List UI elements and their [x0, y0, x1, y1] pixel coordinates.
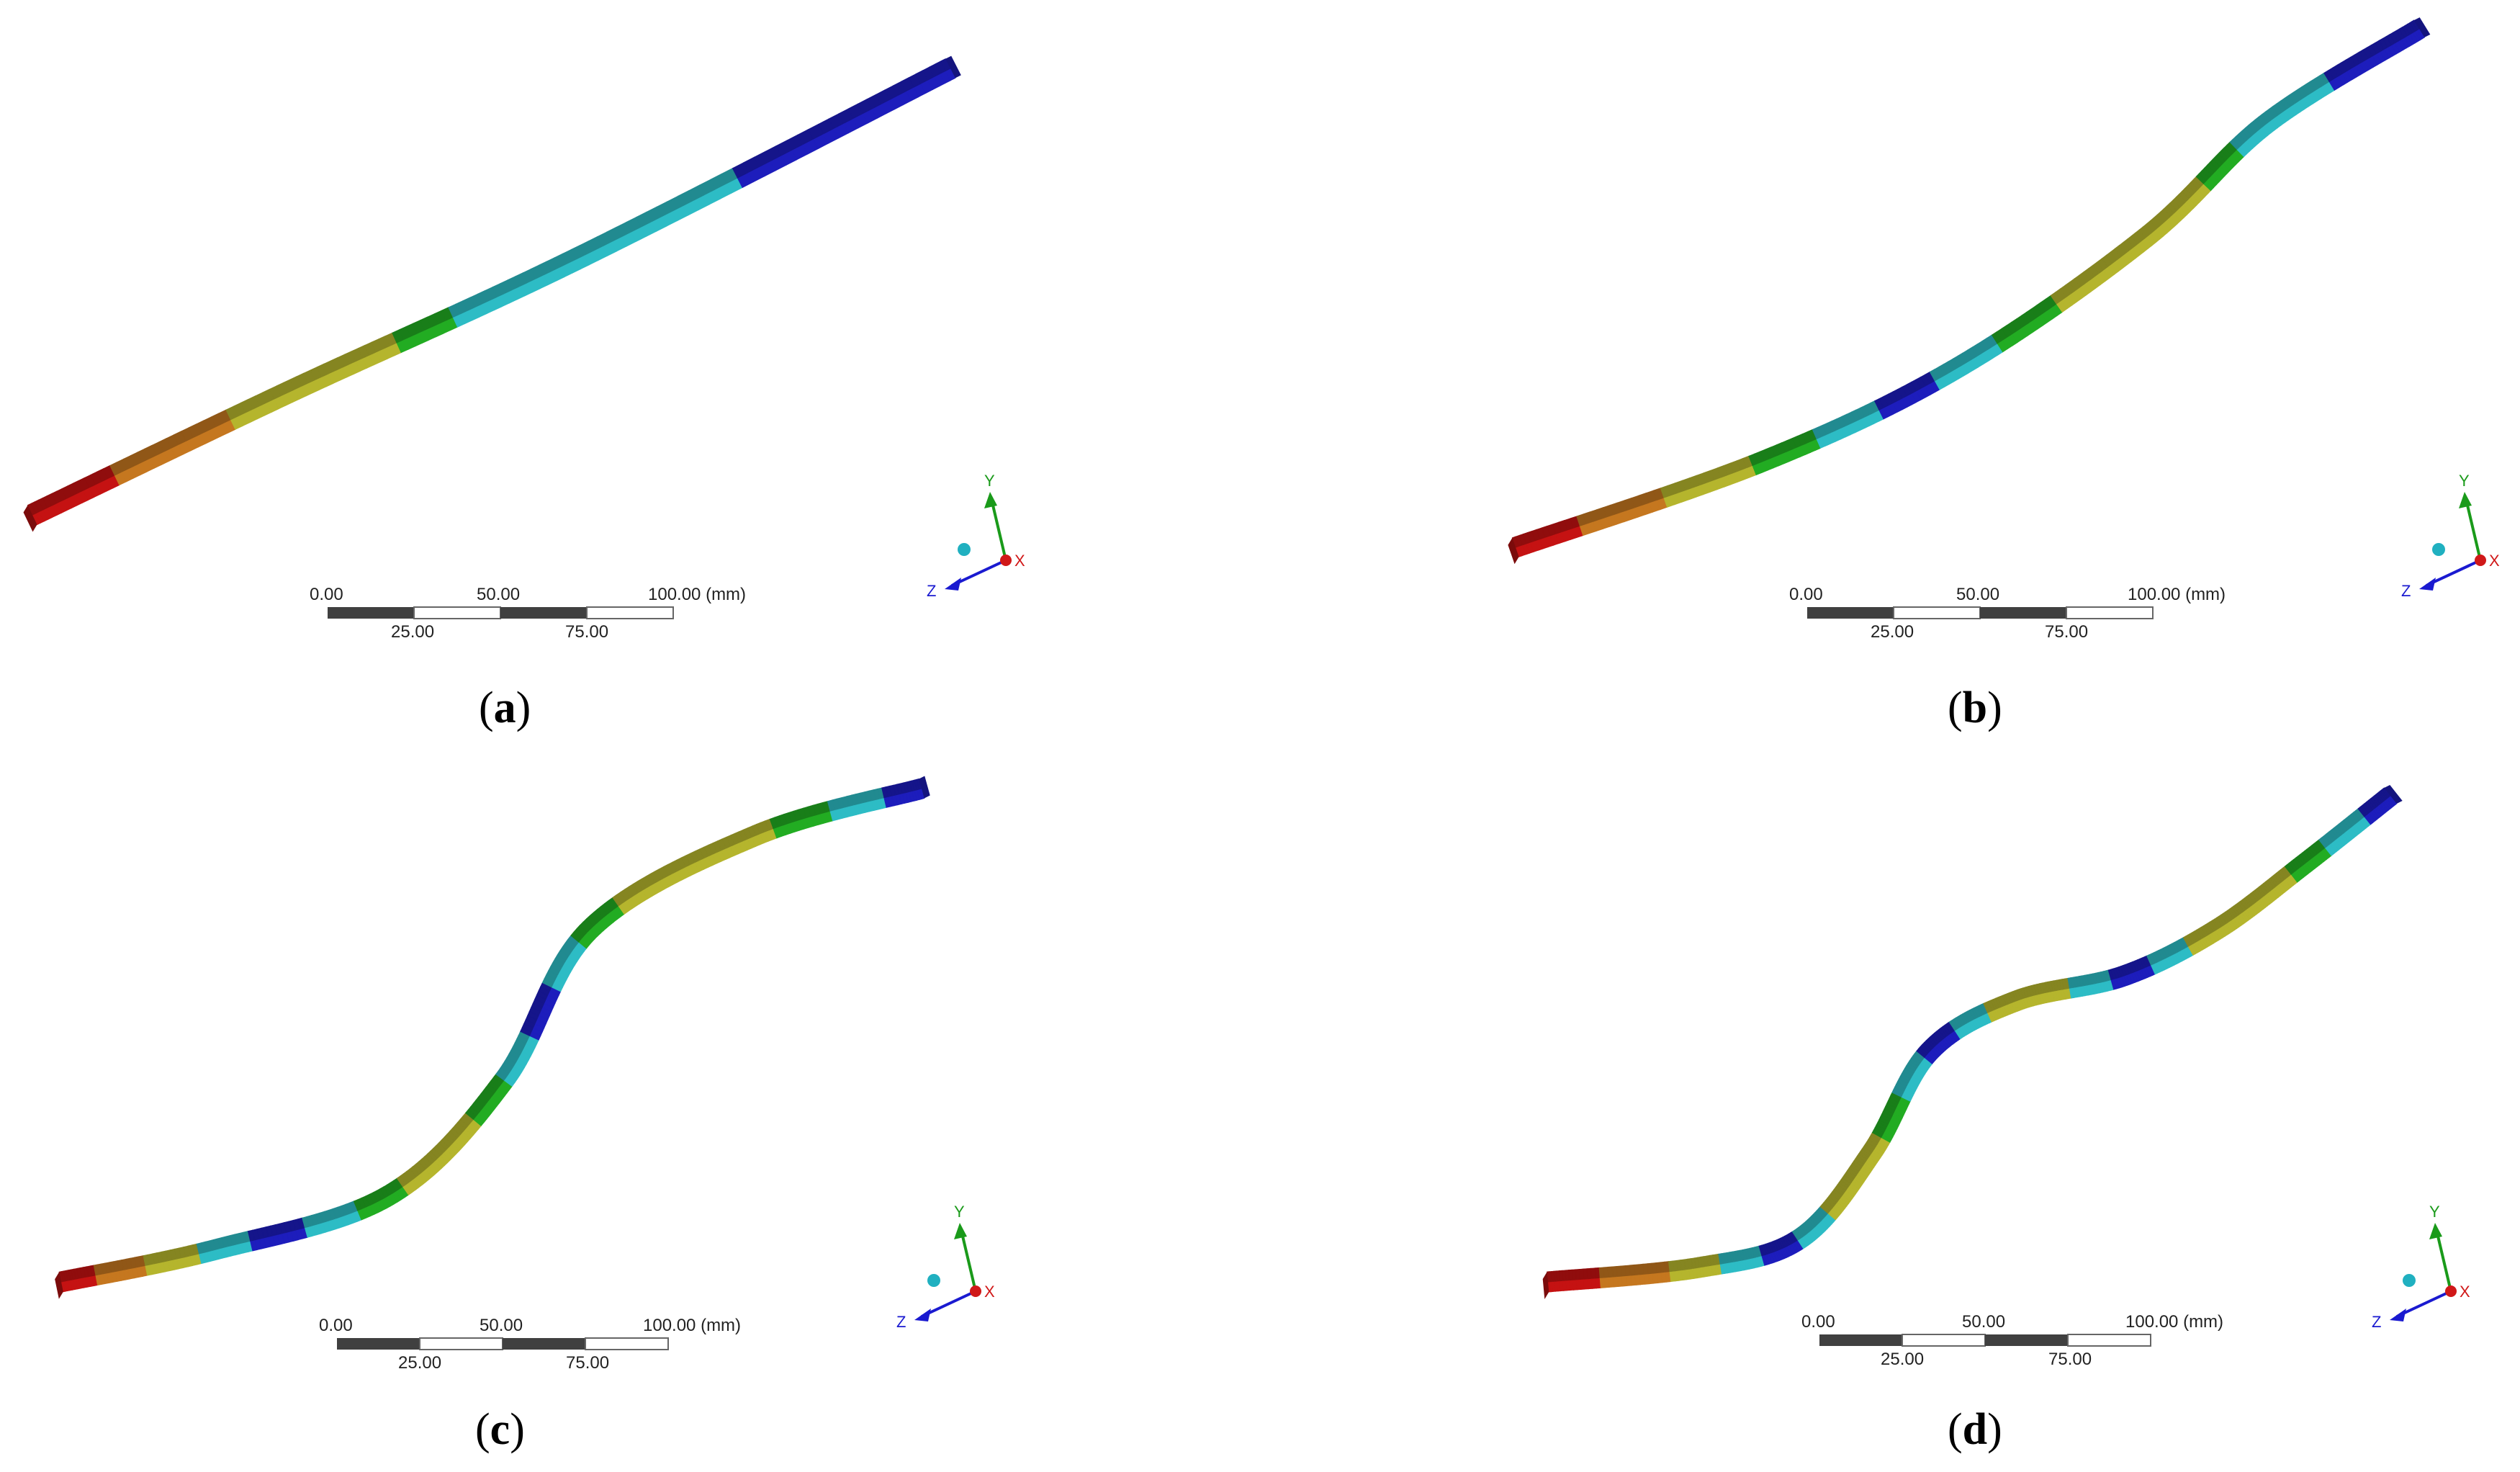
axis-triad-b: Y X Z — [2401, 472, 2500, 600]
scale-label-100: 100.00 (mm) — [2128, 585, 2226, 604]
axis-z-label: Z — [2401, 582, 2411, 600]
scale-label-0: 0.00 — [1801, 1312, 1835, 1332]
scale-label-25: 25.00 — [391, 622, 434, 642]
panel-b: 0.00 50.00 100.00 (mm) 25.00 75.00 Y X Z… — [1508, 17, 2500, 732]
scale-label-50: 50.00 — [1956, 585, 1999, 604]
scale-label-0: 0.00 — [1789, 585, 1823, 604]
beam-end-cap — [2413, 17, 2431, 37]
beam-d — [1542, 785, 2403, 1299]
scale-bar-d: 0.00 50.00 100.00 (mm) 25.00 75.00 — [1801, 1312, 2223, 1369]
scale-label-75: 75.00 — [566, 1353, 609, 1373]
beam-end-cap — [55, 1272, 63, 1299]
scale-label-50: 50.00 — [1962, 1312, 2005, 1332]
scale-label-0: 0.00 — [319, 1316, 353, 1335]
scale-label-25: 25.00 — [1871, 622, 1914, 642]
scale-label-25: 25.00 — [398, 1353, 441, 1373]
scale-label-25: 25.00 — [1881, 1350, 1924, 1369]
panel-a: 0.00 50.00 100.00 (mm) 25.00 75.00 Y X Z… — [23, 55, 1025, 732]
axis-triad-d: Y X Z — [2372, 1203, 2470, 1331]
scale-label-100: 100.00 (mm) — [2125, 1312, 2223, 1332]
beam-end-cap — [919, 776, 930, 799]
scale-label-100: 100.00 (mm) — [643, 1316, 741, 1335]
axis-y-label: Y — [984, 472, 995, 490]
axis-triad-c: Y X Z — [896, 1203, 995, 1331]
caption-c: (c) — [475, 1405, 525, 1454]
scale-label-50: 50.00 — [480, 1316, 523, 1335]
caption-d: (d) — [1948, 1405, 2002, 1454]
panel-c: 0.00 50.00 100.00 (mm) 25.00 75.00 Y X Z… — [55, 776, 995, 1454]
caption-b: (b) — [1948, 683, 2002, 732]
axis-z-label: Z — [927, 582, 936, 600]
axis-y-label: Y — [954, 1203, 965, 1221]
beam-end-cap — [945, 55, 961, 78]
scale-bar-c: 0.00 50.00 100.00 (mm) 25.00 75.00 — [319, 1316, 741, 1373]
caption-a: (a) — [479, 683, 531, 732]
axis-z-label: Z — [896, 1313, 906, 1331]
panel-d: 0.00 50.00 100.00 (mm) 25.00 75.00 Y X Z… — [1542, 785, 2470, 1454]
scale-label-75: 75.00 — [565, 622, 608, 642]
axis-x-label: X — [2460, 1283, 2470, 1301]
scale-label-0: 0.00 — [310, 585, 343, 604]
axis-x-label: X — [1014, 552, 1025, 570]
scale-label-50: 50.00 — [477, 585, 520, 604]
scale-label-75: 75.00 — [2045, 622, 2088, 642]
beam-end-cap — [2384, 785, 2403, 804]
beam-c — [55, 776, 930, 1299]
scale-label-75: 75.00 — [2048, 1350, 2092, 1369]
axis-y-label: Y — [2429, 1203, 2440, 1221]
scale-bar-b: 0.00 50.00 100.00 (mm) 25.00 75.00 — [1789, 585, 2226, 642]
beam-end-cap — [1508, 537, 1519, 565]
beam-end-cap — [1542, 1272, 1549, 1299]
scale-bar-a: 0.00 50.00 100.00 (mm) 25.00 75.00 — [310, 585, 746, 642]
axis-x-label: X — [2489, 552, 2500, 570]
beam-a — [23, 55, 961, 532]
axis-y-label: Y — [2459, 472, 2470, 490]
axis-z-label: Z — [2372, 1313, 2381, 1331]
beam-end-cap — [23, 505, 37, 532]
beam-b — [1508, 17, 2431, 565]
axis-triad-a: Y X Z — [927, 472, 1025, 600]
axis-x-label: X — [984, 1283, 995, 1301]
scale-label-100: 100.00 (mm) — [648, 585, 746, 604]
